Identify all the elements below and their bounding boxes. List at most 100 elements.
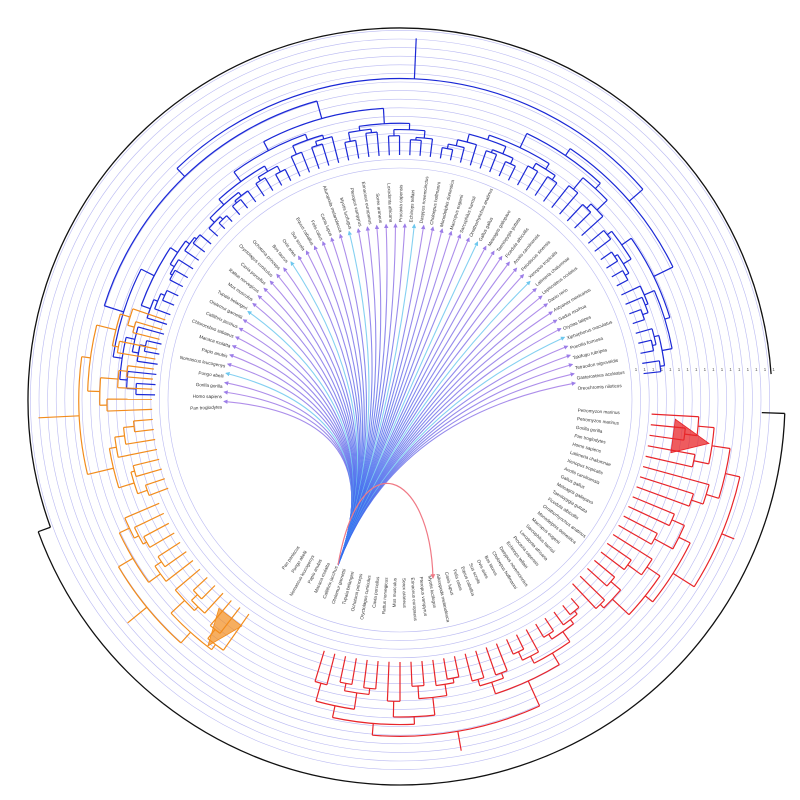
orange-arc	[116, 341, 121, 353]
red-stem	[721, 533, 735, 540]
orange-stem	[120, 313, 131, 318]
blue-arc	[611, 230, 632, 260]
blue-leaf-branch	[429, 138, 434, 157]
leaf-label: Echinops telfairi	[408, 190, 415, 223]
red-link-arrow	[337, 482, 436, 579]
scale-tick-label: 1	[635, 367, 638, 372]
link-arrow	[337, 303, 549, 566]
leaf-label: Sorex araneus	[375, 193, 383, 224]
leaf-label: Mus musculus	[392, 577, 398, 607]
red-leaf-branch	[386, 661, 390, 702]
blue-arc	[393, 128, 425, 132]
blue-stem	[594, 182, 601, 190]
blue-stem	[564, 148, 571, 156]
red-leaf-branch	[606, 542, 632, 561]
red-leaf-branch	[645, 455, 693, 468]
red-leaf-branch	[495, 643, 508, 671]
orange-stem	[109, 446, 117, 450]
blue-arc	[415, 136, 433, 140]
blue-leaf-branch	[600, 251, 612, 261]
red-stem	[569, 619, 575, 625]
red-stem	[671, 519, 685, 526]
grid-ring	[64, 64, 736, 736]
leaf-label: Oreochromis niloticus	[577, 383, 622, 391]
orange-arc	[130, 471, 139, 494]
blue-leaf-branch	[146, 340, 162, 345]
blue-arc	[582, 203, 592, 213]
red-arc	[533, 641, 571, 664]
blue-arc	[255, 177, 266, 185]
blue-stem	[160, 293, 165, 296]
blue-stem	[623, 258, 632, 265]
red-leaf-branch	[572, 583, 597, 609]
red-arc	[543, 630, 554, 638]
scale-tick-label: 1	[652, 367, 655, 372]
leaf-label: Meleagris gallopavo	[487, 209, 512, 247]
red-leaf-branch	[506, 639, 514, 655]
orange-stem	[134, 535, 139, 539]
blue-stem	[621, 237, 632, 246]
red-leaf-branch	[553, 611, 564, 626]
blue-leaf-branch	[240, 199, 249, 209]
blue-stem	[276, 165, 281, 173]
red-arc	[563, 613, 578, 626]
red-arc	[495, 664, 560, 695]
blue-leaf-branch	[632, 319, 645, 325]
red-arc	[522, 651, 539, 661]
orange-stem	[96, 324, 117, 331]
blue-stem	[624, 272, 630, 276]
link-arrow	[337, 223, 417, 566]
scale-tick-label: 1	[729, 367, 732, 372]
orange-arc	[133, 527, 144, 545]
red-leaf-branch	[421, 661, 425, 686]
red-stem	[417, 685, 420, 699]
leaf-label: Gorilla gorilla	[196, 382, 224, 389]
red-leaf-branch	[600, 551, 625, 571]
leaf-label: Takifugu rubripes	[572, 347, 608, 360]
scale-tick-label: 1	[704, 367, 707, 372]
scale-tick-label: 1	[678, 367, 681, 372]
red-stem	[353, 692, 358, 710]
scale-tick-label: 1	[755, 367, 758, 372]
blue-stem	[642, 312, 649, 316]
orange-leaf-branch	[157, 541, 181, 558]
red-stem	[530, 655, 535, 664]
blue-leaf-branch	[331, 136, 340, 163]
orange-stem	[119, 527, 130, 534]
leaf-label: Loxodonta africana	[386, 183, 393, 223]
blue-stem	[176, 168, 186, 177]
link-arrow	[223, 399, 353, 566]
blue-leaf-branch	[264, 177, 274, 191]
red-stem	[500, 672, 505, 679]
red-stem	[599, 603, 605, 609]
orange-leaf-branch	[132, 331, 160, 340]
orange-stem	[100, 377, 119, 380]
orange-arc	[87, 324, 98, 392]
bracket-arc	[37, 531, 164, 704]
leaf-label: Canis lupus	[444, 571, 455, 596]
blue-arc	[162, 290, 168, 301]
blue-arc	[590, 203, 604, 217]
red-leaf-branch	[562, 604, 571, 615]
blue-stem	[194, 236, 197, 240]
blue-leaf-branch	[489, 154, 498, 173]
blue-leaf-branch	[469, 144, 478, 166]
blue-leaf-branch	[146, 317, 168, 325]
blue-arc	[492, 149, 514, 159]
orange-arc	[114, 437, 119, 458]
grid-ring	[47, 47, 753, 753]
orange-triangle-icon	[207, 607, 243, 647]
blue-arc	[658, 335, 666, 366]
red-leaf-branch	[410, 661, 413, 687]
orange-leaf-branch	[117, 387, 153, 390]
link-arrows	[223, 223, 577, 579]
red-arc	[435, 682, 455, 687]
red-stem	[678, 536, 691, 544]
red-arc	[472, 677, 485, 682]
red-leaf-branch	[618, 524, 652, 545]
blue-arc	[263, 107, 384, 143]
blue-leaf-branch	[137, 360, 158, 365]
red-leaf-branch	[485, 647, 497, 676]
blue-stem	[654, 334, 659, 338]
